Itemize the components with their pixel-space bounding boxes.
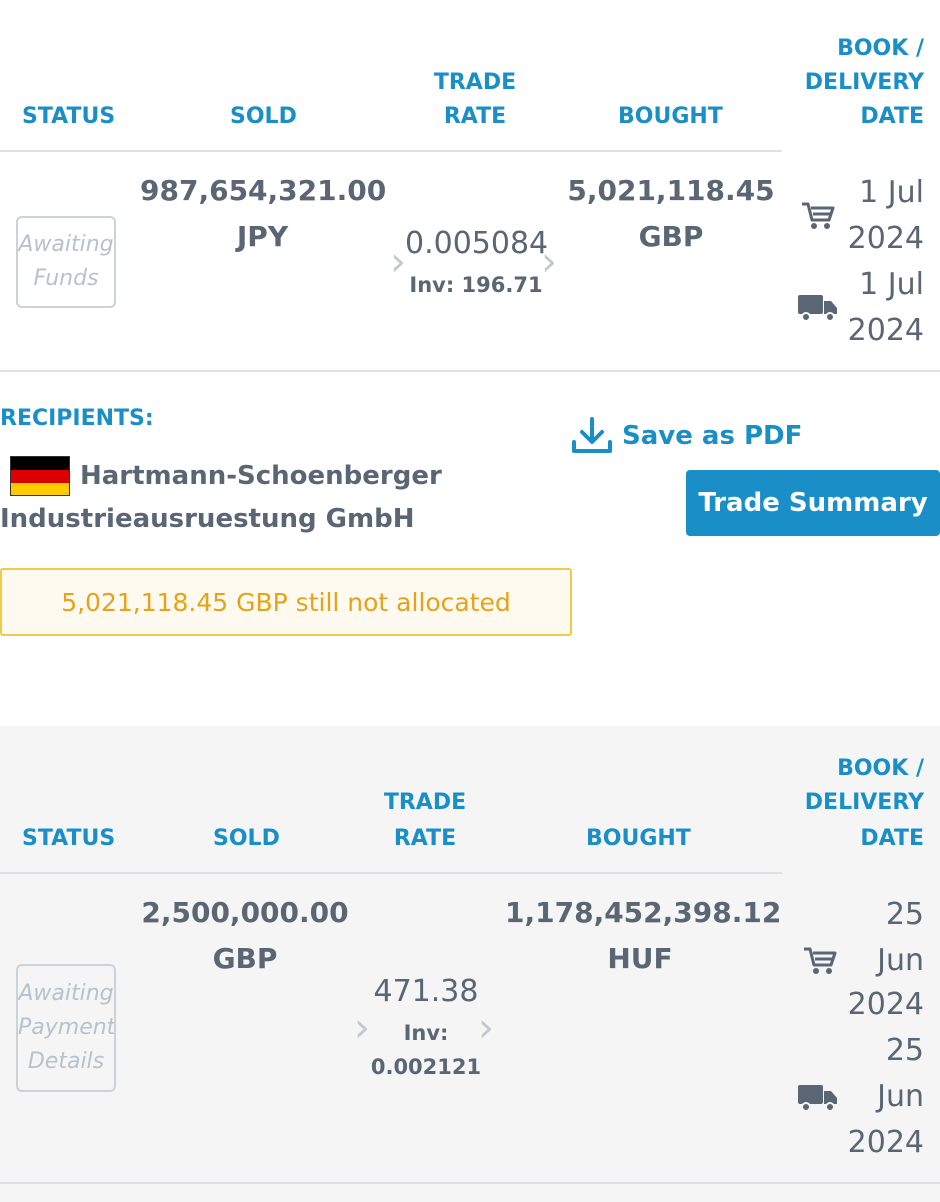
chevron-right-icon: › — [390, 239, 406, 285]
status-badge: Awaiting Funds — [16, 216, 116, 308]
trade-rate: 471.38 — [373, 974, 479, 1009]
book-date-year: 2024 — [847, 221, 924, 256]
header-rate: RATE — [393, 826, 457, 851]
sold-amount: 987,654,321.00 — [140, 174, 387, 207]
sold-amount: 2,500,000.00 — [141, 896, 349, 929]
status-badge: Awaiting Payment Details — [16, 964, 116, 1092]
header-delivery: DELIVERY — [804, 70, 924, 95]
divider — [0, 150, 782, 152]
download-icon — [570, 416, 614, 456]
header-date: DATE — [860, 826, 924, 851]
trade-rate: 0.005084 — [405, 226, 549, 261]
bought-amount: 5,021,118.45 — [567, 174, 775, 207]
delivery-date-year: 2024 — [847, 313, 924, 348]
header-status: STATUS — [22, 104, 116, 129]
divider — [0, 872, 782, 874]
header-bought: BOUGHT — [618, 104, 723, 129]
header-sold: SOLD — [213, 826, 280, 851]
bought-currency: HUF — [607, 942, 673, 975]
truck-icon — [797, 1082, 839, 1118]
chevron-right-icon: › — [478, 1005, 494, 1051]
recipient-name-line-2[interactable]: Industrieausruestung GmbH — [0, 504, 415, 534]
truck-icon — [797, 292, 839, 328]
book-date-month: Jun — [877, 943, 924, 978]
header-book: BOOK / — [837, 756, 924, 781]
delivery-date-day: 25 — [885, 1033, 924, 1068]
chevron-right-icon: › — [541, 239, 557, 285]
header-sold: SOLD — [230, 104, 297, 129]
header-date: DATE — [860, 104, 924, 129]
inverse-rate-label: Inv: — [403, 1021, 449, 1045]
cart-icon — [802, 944, 838, 980]
header-trade: TRADE — [433, 70, 517, 95]
recipients-label: RECIPIENTS: — [0, 406, 154, 431]
book-date-year: 2024 — [847, 987, 924, 1022]
header-book: BOOK / — [837, 36, 924, 61]
unallocated-warning: 5,021,118.45 GBP still not allocated — [0, 568, 572, 636]
delivery-date-month: Jun — [877, 1079, 924, 1114]
book-date-day: 25 — [885, 897, 924, 932]
divider — [0, 370, 940, 372]
header-rate: RATE — [443, 104, 507, 129]
trade-card-2 — [0, 726, 940, 1202]
delivery-date-day: 1 Jul — [859, 267, 924, 302]
sold-currency: GBP — [212, 942, 278, 975]
divider — [0, 1182, 940, 1184]
save-as-pdf-button[interactable]: Save as PDF — [570, 414, 802, 458]
trade-summary-button[interactable]: Trade Summary — [686, 470, 940, 536]
bought-currency: GBP — [638, 220, 704, 253]
header-trade: TRADE — [383, 790, 467, 815]
cart-icon — [800, 199, 836, 235]
chevron-right-icon: › — [354, 1005, 370, 1051]
sold-currency: JPY — [236, 220, 289, 253]
book-date-day: 1 Jul — [859, 175, 924, 210]
inverse-rate: 0.002121 — [370, 1055, 482, 1079]
germany-flag-icon — [10, 456, 70, 496]
header-status: STATUS — [22, 826, 116, 851]
header-delivery: DELIVERY — [804, 790, 924, 815]
recipient-name-line-1[interactable]: Hartmann-Schoenberger — [80, 461, 442, 491]
delivery-date-year: 2024 — [847, 1125, 924, 1160]
save-as-pdf-label: Save as PDF — [622, 421, 803, 451]
bought-amount: 1,178,452,398.12 — [505, 896, 782, 929]
header-bought: BOUGHT — [586, 826, 691, 851]
inverse-rate: Inv: 196.71 — [409, 273, 543, 297]
